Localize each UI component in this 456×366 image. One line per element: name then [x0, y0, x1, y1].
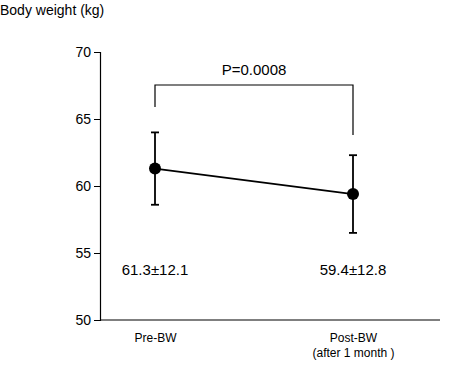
x-tick-label-line: Pre-BW	[135, 331, 178, 345]
y-tick: 70	[75, 44, 100, 60]
y-axis-line	[94, 53, 101, 321]
error-bar-cap	[349, 232, 357, 234]
x-axis: Pre-BW Post-BW(after 1 month )	[135, 331, 395, 360]
y-tick-mark	[94, 320, 100, 321]
y-axis-title: Body weight (kg)	[0, 2, 104, 18]
y-tick-label: 65	[75, 111, 91, 127]
error-bar-cap	[349, 154, 357, 156]
y-tick: 50	[75, 312, 100, 328]
point	[347, 188, 359, 200]
data-label: 59.4±12.8	[320, 261, 387, 278]
y-tick: 55	[75, 245, 100, 261]
y-tick-label: 50	[75, 312, 91, 328]
y-tick: 65	[75, 111, 100, 127]
x-tick: Pre-BW	[135, 331, 178, 345]
error-bar-cap	[151, 131, 159, 133]
y-tick-mark	[94, 186, 100, 187]
x-tick-label: Post-BW(after 1 month )	[312, 331, 394, 360]
annotation: P=0.0008	[222, 61, 287, 78]
chart: 50 55 60 65 70 Pre-BW Post-BW(after 1 month ) B…	[0, 0, 456, 366]
y-tick-label: 55	[75, 245, 91, 261]
y-tick-mark	[94, 52, 100, 53]
x-tick-label-line: Post-BW	[330, 331, 378, 345]
y-tick-mark	[94, 119, 100, 120]
line	[155, 169, 353, 194]
y-tick-label: 60	[75, 178, 91, 194]
data-label: 61.3±12.1	[122, 261, 189, 278]
significance-bracket	[155, 85, 353, 135]
x-tick: Post-BW(after 1 month )	[312, 331, 394, 360]
y-tick-label: 70	[75, 44, 91, 60]
y-tick-mark	[94, 253, 100, 254]
x-tick-label: Pre-BW	[135, 331, 178, 345]
x-axis-line	[100, 319, 440, 320]
point	[149, 163, 161, 175]
error-bar-cap	[151, 204, 159, 206]
marks	[149, 132, 359, 233]
y-axis: 50 55 60 65 70	[75, 44, 100, 328]
y-tick: 60	[75, 178, 100, 194]
x-tick-label-line: (after 1 month )	[312, 346, 394, 360]
